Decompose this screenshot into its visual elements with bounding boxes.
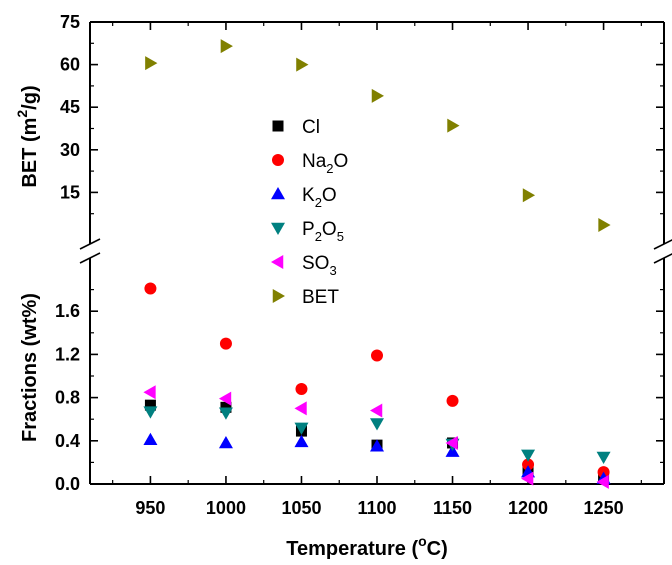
point-k2o xyxy=(370,439,384,452)
point-so3 xyxy=(445,435,458,450)
data-points xyxy=(143,39,611,489)
y-axis-title-bottom: Fractions (wt%) xyxy=(19,293,41,442)
x-axis-title: Temperature (oC) xyxy=(286,533,448,560)
y-tick-label-bottom-panel: 0.8 xyxy=(55,388,80,408)
legend-label-k2o: K2O xyxy=(302,185,337,210)
point-k2o xyxy=(294,434,309,448)
legend-marker-cl xyxy=(272,120,284,132)
left-break-mark-upper xyxy=(79,238,101,250)
point-bet xyxy=(447,118,460,133)
axis-titles: Temperature (oC) BET (m2/g) Fractions (wt%… xyxy=(14,85,448,560)
y-tick-label-bottom-panel: 1.6 xyxy=(55,301,80,321)
point-cl xyxy=(144,399,156,411)
point-na2o xyxy=(446,394,459,407)
y-tick-label-top-panel: 45 xyxy=(60,97,80,117)
legend-label-p2o5: P2O5 xyxy=(302,219,344,244)
legend-label-bet: BET xyxy=(302,287,339,308)
legend-marker-k2o xyxy=(271,187,285,200)
right-break-mark-upper xyxy=(653,239,672,250)
point-bet xyxy=(371,88,384,103)
left-break-mark-lower xyxy=(79,252,101,264)
point-bet xyxy=(522,188,536,203)
y-tick-label-top-panel: 60 xyxy=(60,55,80,75)
point-so3 xyxy=(596,474,609,489)
point-so3 xyxy=(143,385,156,400)
legend-marker-p2o5 xyxy=(271,222,285,235)
point-p2o5 xyxy=(218,407,233,420)
x-tick-label: 1150 xyxy=(433,498,472,518)
point-so3 xyxy=(521,471,534,486)
x-tick-label: 1100 xyxy=(357,498,396,518)
legend-marker-bet xyxy=(272,289,285,303)
point-so3 xyxy=(370,403,383,418)
point-k2o xyxy=(218,435,233,449)
x-tick-label: 1000 xyxy=(206,498,246,518)
legend-marker-so3 xyxy=(271,255,284,269)
x-tick-label: 950 xyxy=(135,498,165,518)
point-na2o xyxy=(295,382,308,395)
y-tick-label-bottom-panel: 0.0 xyxy=(55,474,80,494)
point-k2o xyxy=(143,432,158,445)
legend-label-so3: SO3 xyxy=(302,253,337,278)
point-na2o xyxy=(144,282,157,295)
legend: Cl Na2O K2O P2O5 SO3 BET xyxy=(271,117,348,308)
point-bet xyxy=(220,39,233,54)
point-p2o5 xyxy=(143,406,158,419)
point-so3 xyxy=(218,391,232,406)
point-na2o xyxy=(371,349,383,362)
x-tick-label: 1200 xyxy=(508,498,548,518)
point-p2o5 xyxy=(521,449,536,462)
point-cl xyxy=(220,401,232,413)
legend-label-cl: Cl xyxy=(302,117,320,138)
right-break-mark-lower xyxy=(653,253,672,264)
y-axis-title-top: BET (m2/g) xyxy=(14,85,41,187)
legend-marker-na2o xyxy=(272,154,284,166)
point-p2o5 xyxy=(596,451,611,464)
point-p2o5 xyxy=(294,422,309,435)
point-na2o xyxy=(522,458,535,471)
y-tick-label-top-panel: 15 xyxy=(60,182,80,202)
y-tick-label-bottom-panel: 0.4 xyxy=(55,431,80,451)
point-bet xyxy=(145,56,158,71)
point-bet xyxy=(296,57,309,72)
point-na2o xyxy=(219,337,232,350)
legend-label-na2o: Na2O xyxy=(302,151,348,176)
axis-ticks: 950 1000 1050 1100 1150 1200 1250 15 30 45 60 75 0.0… xyxy=(55,12,664,518)
x-tick-label: 1250 xyxy=(584,498,624,518)
x-tick-label: 1050 xyxy=(281,498,321,518)
point-p2o5 xyxy=(370,418,384,431)
point-bet xyxy=(598,218,611,233)
point-so3 xyxy=(294,401,307,416)
y-tick-label-top-panel: 75 xyxy=(60,12,80,32)
y-tick-label-bottom-panel: 1.2 xyxy=(55,344,80,364)
y-tick-label-top-panel: 30 xyxy=(60,140,80,160)
